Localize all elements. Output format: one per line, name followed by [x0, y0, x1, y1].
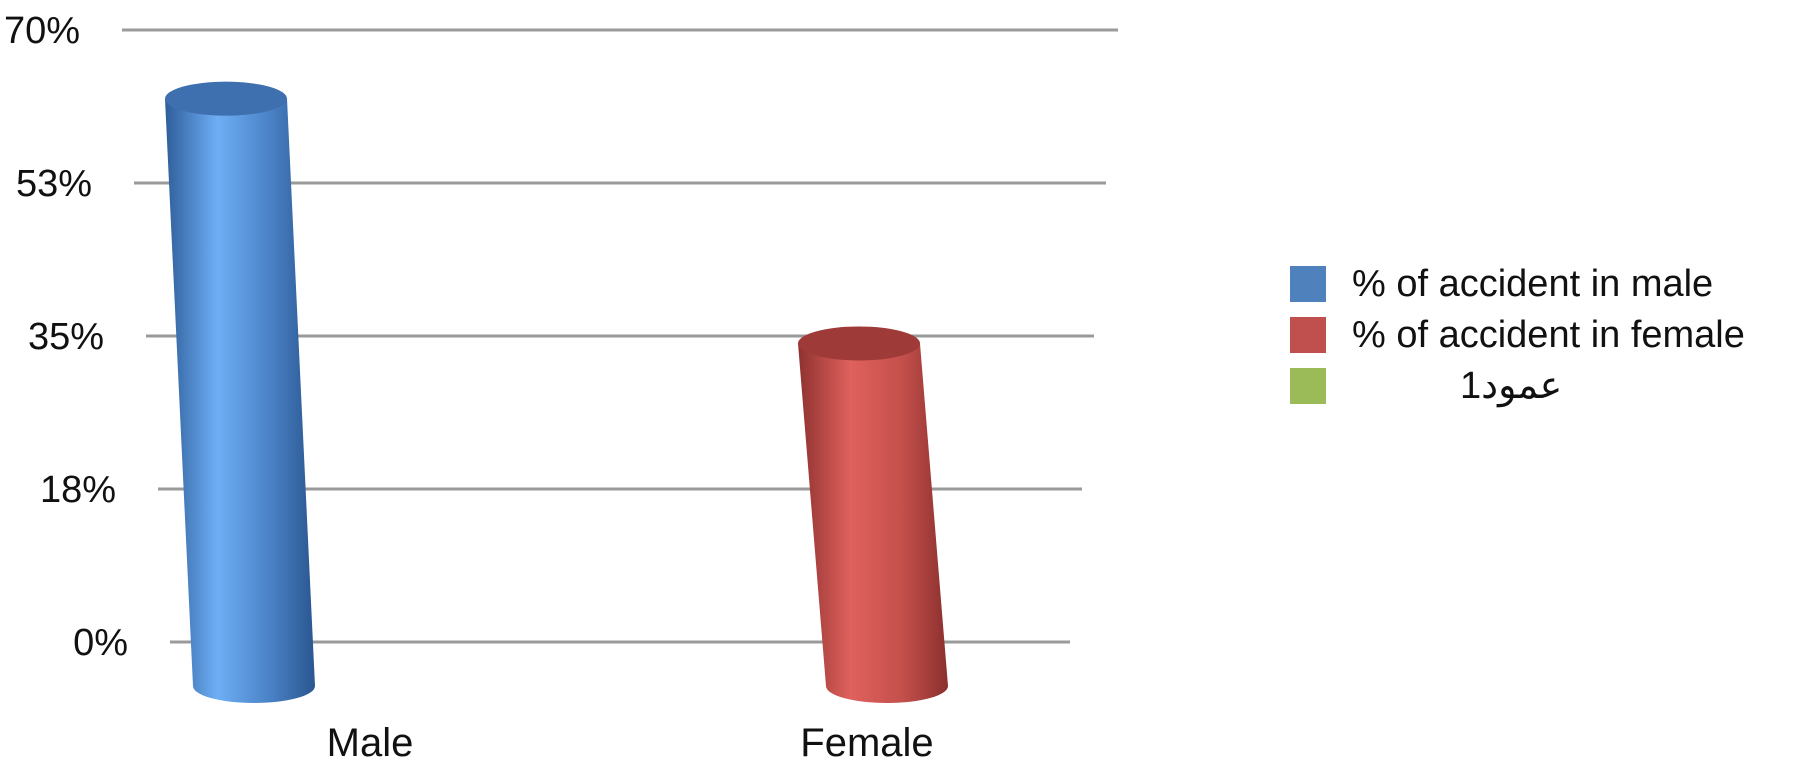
- legend-label: عمود1: [1460, 365, 1562, 408]
- x-tick-label: Female: [800, 721, 933, 761]
- x-axis: Male Female: [327, 721, 934, 765]
- legend-swatch: [1290, 368, 1326, 404]
- bar-body: [798, 343, 948, 703]
- bar-top: [165, 81, 287, 116]
- bar-body: [165, 98, 315, 703]
- y-tick-label: 53%: [16, 163, 92, 205]
- bar-top: [798, 326, 920, 361]
- legend: % of accident in male % of accident in fe…: [1290, 263, 1745, 408]
- y-tick-label: 0%: [73, 622, 128, 664]
- x-tick-label: Male: [327, 721, 414, 761]
- legend-entry: % of accident in female: [1290, 314, 1745, 356]
- legend-entry: عمود1: [1290, 365, 1562, 408]
- legend-label: % of accident in female: [1352, 314, 1745, 356]
- bars: [165, 81, 948, 703]
- y-axis: 0% 18% 35% 53% 70%: [4, 10, 128, 664]
- legend-swatch: [1290, 266, 1326, 302]
- y-tick-label: 70%: [4, 10, 80, 52]
- legend-entry: % of accident in male: [1290, 263, 1713, 305]
- legend-label: % of accident in male: [1352, 263, 1713, 305]
- bar-male: [165, 81, 315, 703]
- bar-female: [798, 326, 948, 703]
- legend-swatch: [1290, 317, 1326, 353]
- y-tick-label: 35%: [28, 316, 104, 358]
- y-tick-label: 18%: [40, 469, 116, 511]
